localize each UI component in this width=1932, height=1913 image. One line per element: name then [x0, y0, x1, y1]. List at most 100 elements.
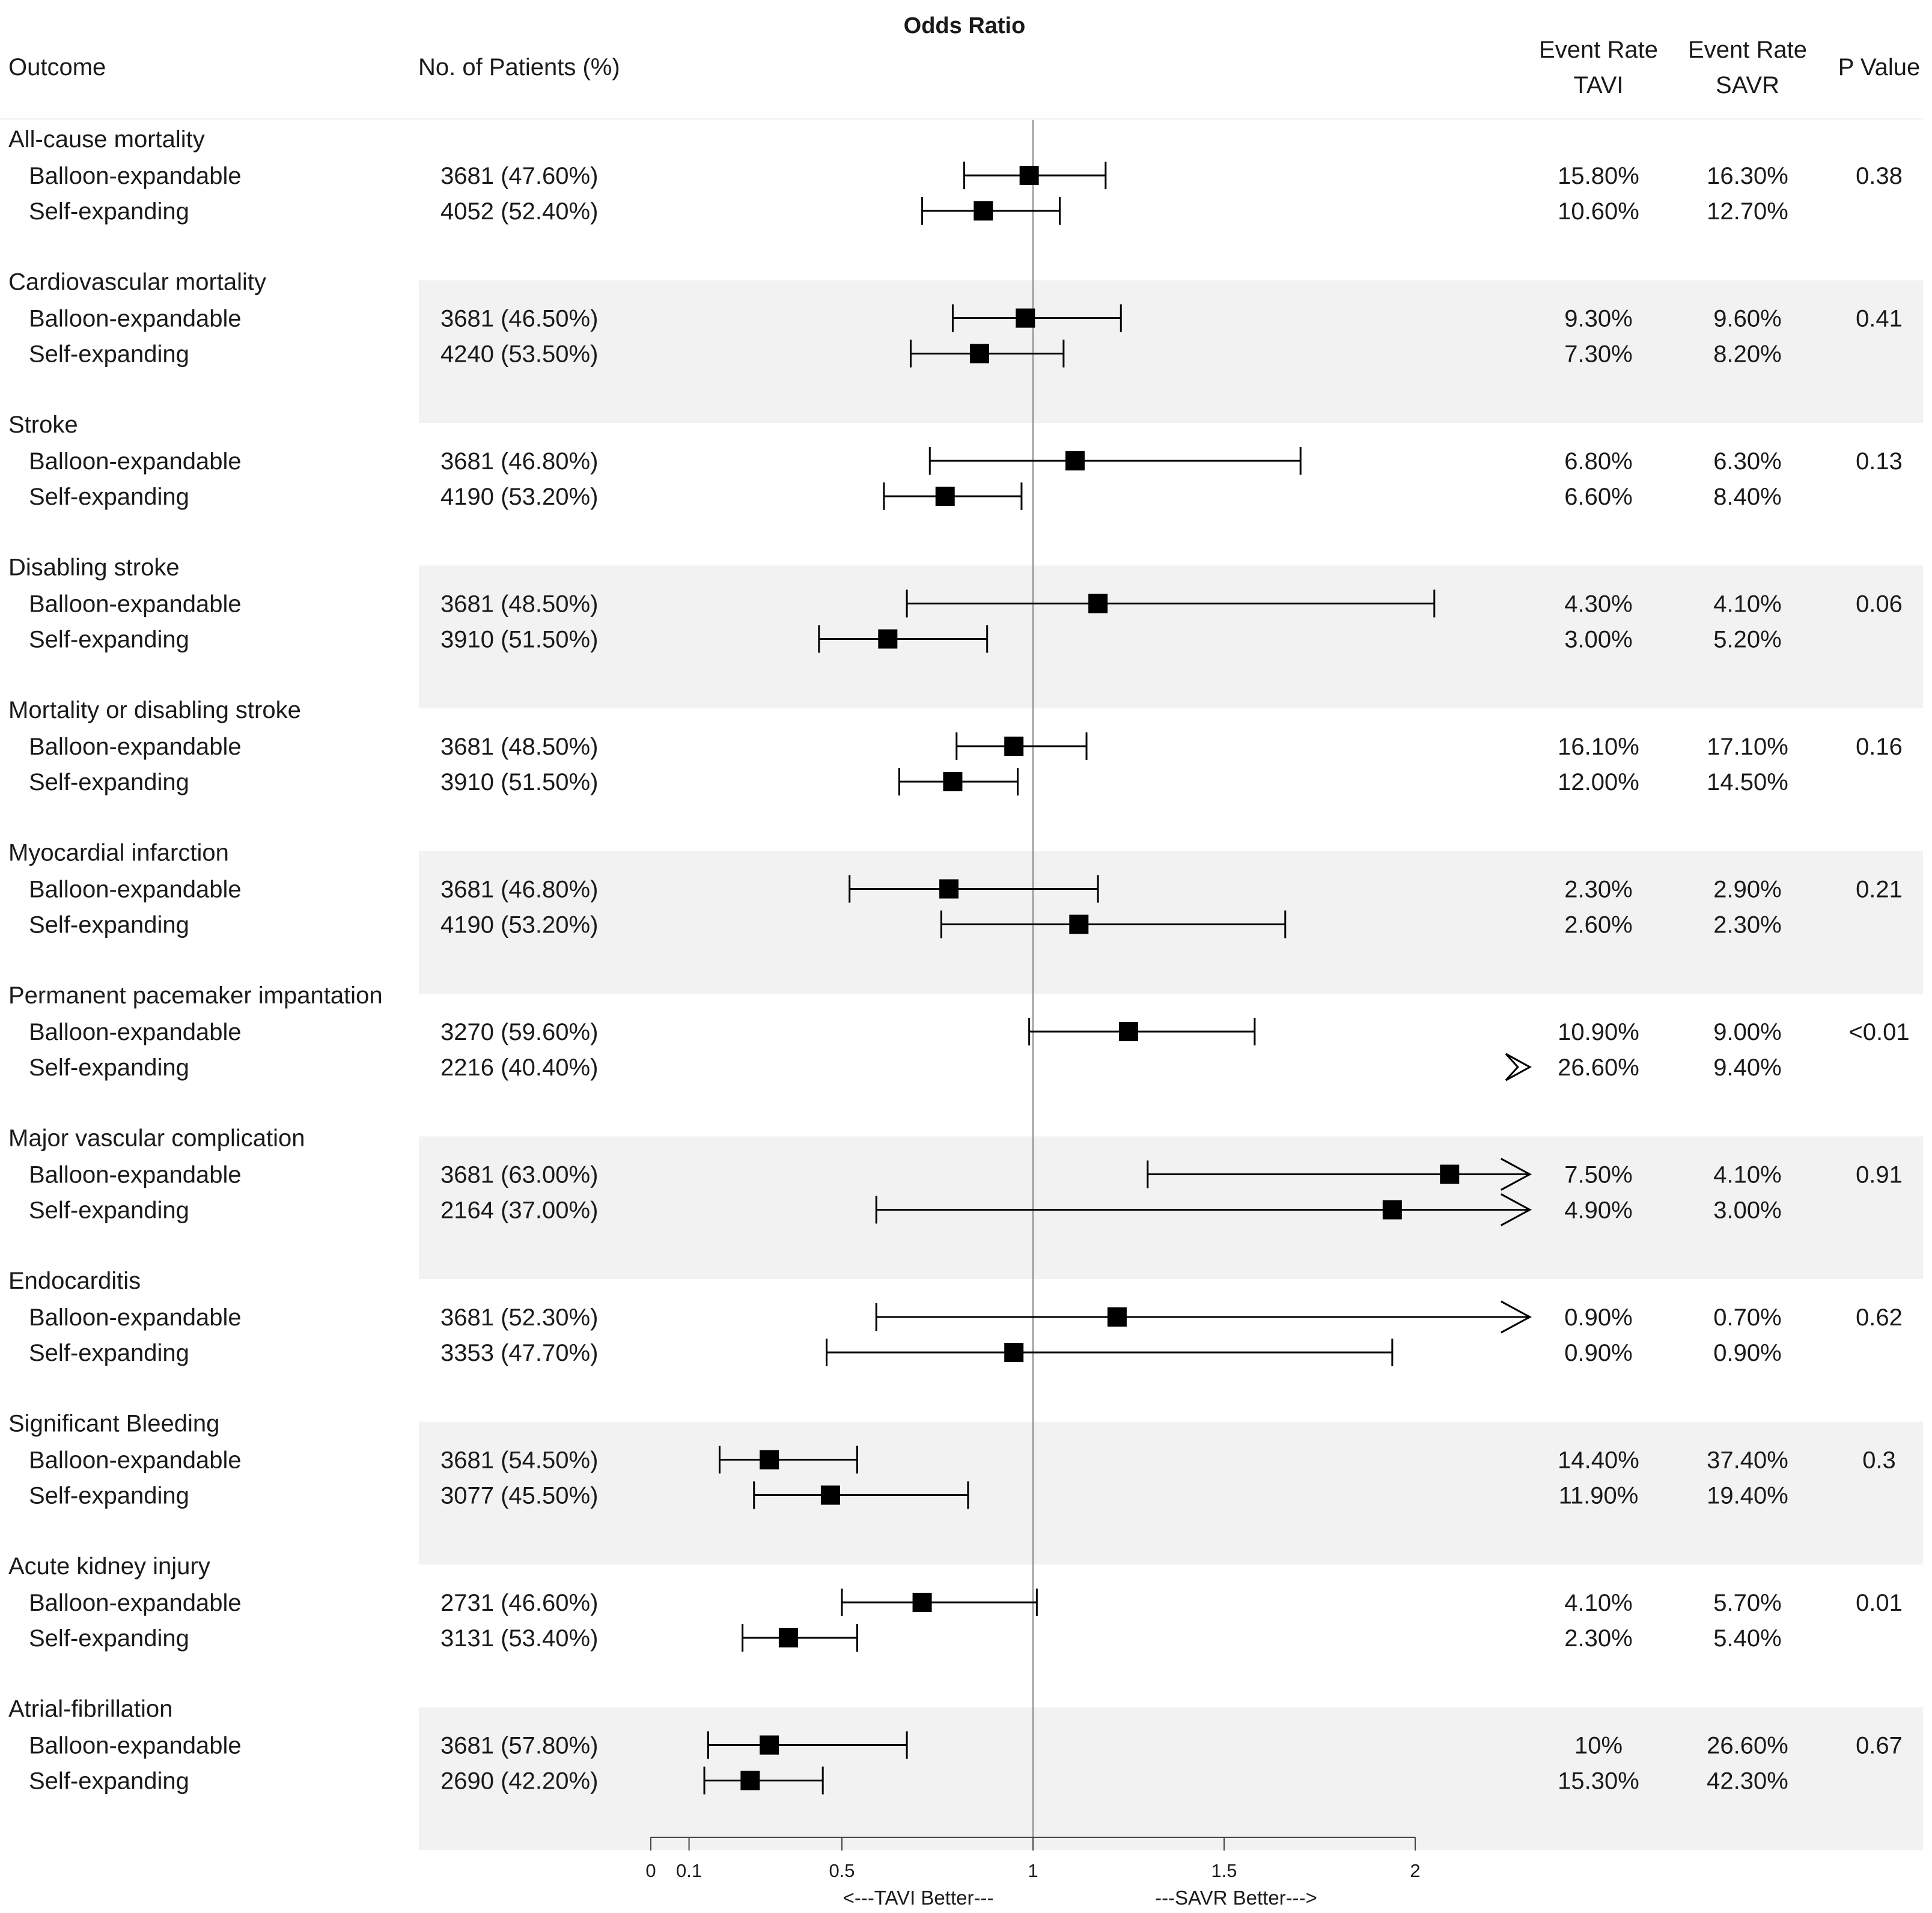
valve-type-label: Self-expanding [29, 1197, 189, 1224]
valve-type-label: Self-expanding [29, 912, 189, 938]
header-patients: No. of Patients (%) [418, 54, 620, 81]
point-estimate [1016, 308, 1035, 328]
patient-count: 3681 (63.00%) [440, 1162, 598, 1188]
valve-type-label: Balloon-expandable [29, 448, 242, 475]
patient-count: 2690 (42.20%) [440, 1768, 598, 1795]
patient-count: 3681 (47.60%) [440, 163, 598, 189]
patient-count: 3681 (52.30%) [440, 1304, 598, 1331]
p-value: 0.41 [1856, 306, 1903, 332]
event-rate-savr: 2.90% [1713, 877, 1781, 903]
ci-arrow [1501, 1300, 1532, 1334]
x-axis-tick-label: 0.5 [829, 1860, 855, 1881]
outcome-label: Endocarditis [8, 1268, 141, 1294]
event-rate-savr: 37.40% [1707, 1447, 1788, 1474]
event-rate-tavi: 4.10% [1564, 1590, 1632, 1616]
header-outcome: Outcome [8, 54, 106, 81]
patient-count: 3353 (47.70%) [440, 1340, 598, 1366]
patient-count: 3681 (46.80%) [440, 448, 598, 475]
point-estimate [974, 201, 993, 220]
patient-count: 3270 (59.60%) [440, 1019, 598, 1045]
header-event-savr-line1: Event Rate [1688, 37, 1807, 63]
event-rate-savr: 0.90% [1713, 1340, 1781, 1366]
row-bands [419, 280, 1923, 1850]
valve-type-label: Balloon-expandable [29, 1590, 242, 1616]
event-rate-tavi: 14.40% [1558, 1447, 1639, 1474]
event-rate-savr: 0.70% [1713, 1304, 1781, 1331]
event-rate-tavi: 11.90% [1559, 1483, 1639, 1509]
point-estimate [1019, 166, 1039, 185]
row-band [419, 851, 1923, 994]
valve-type-label: Self-expanding [29, 1483, 189, 1509]
valve-type-label: Self-expanding [29, 1340, 189, 1366]
event-rate-tavi: 26.60% [1558, 1054, 1639, 1081]
valve-type-label: Self-expanding [29, 627, 189, 653]
valve-type-label: Balloon-expandable [29, 1162, 242, 1188]
x-axis-tick-label: 0.1 [676, 1860, 702, 1881]
patient-count: 3681 (57.80%) [440, 1733, 598, 1759]
savr-better-label: ---SAVR Better---> [1155, 1887, 1317, 1909]
valve-type-label: Self-expanding [29, 1625, 189, 1652]
event-rate-tavi: 10.90% [1558, 1019, 1639, 1045]
header-event-tavi-line2: TAVI [1574, 72, 1624, 99]
event-rate-tavi: 4.30% [1564, 591, 1632, 618]
valve-type-label: Self-expanding [29, 1768, 189, 1795]
point-estimate [1004, 737, 1024, 756]
ci-arrow [1501, 1158, 1532, 1191]
event-rate-savr: 9.00% [1713, 1019, 1781, 1045]
x-axis-tick-label: 2 [1410, 1860, 1420, 1881]
off-scale-arrow [1505, 1053, 1532, 1081]
point-estimate [1107, 1307, 1127, 1327]
valve-type-label: Self-expanding [29, 341, 189, 368]
outcome-label: Significant Bleeding [8, 1411, 219, 1437]
p-value: 0.38 [1856, 163, 1903, 189]
point-estimate [760, 1735, 779, 1755]
point-estimate [1119, 1022, 1138, 1041]
data-rows: All-cause mortality 0.38 Balloon-expandabl… [8, 126, 1910, 1795]
event-rate-savr: 17.10% [1707, 734, 1788, 760]
patient-count: 3910 (51.50%) [440, 627, 598, 653]
tavi-better-label: <---TAVI Better--- [843, 1887, 994, 1909]
patient-count: 3681 (54.50%) [440, 1447, 598, 1474]
event-rate-savr: 5.40% [1713, 1625, 1781, 1652]
valve-type-label: Balloon-expandable [29, 1733, 242, 1759]
event-rate-tavi: 15.30% [1558, 1768, 1639, 1795]
point-estimate [1382, 1200, 1402, 1220]
row-band [419, 1422, 1923, 1565]
patient-count: 3077 (45.50%) [440, 1483, 598, 1509]
header-p-value: P Value [1838, 54, 1920, 81]
p-value: 0.3 [1862, 1447, 1896, 1474]
p-value: 0.06 [1856, 591, 1903, 618]
event-rate-tavi: 15.80% [1558, 163, 1639, 189]
patient-count: 3681 (46.80%) [440, 877, 598, 903]
event-rate-tavi: 2.30% [1564, 1625, 1632, 1652]
patient-count: 4052 (52.40%) [440, 198, 598, 225]
p-value: 0.16 [1856, 734, 1903, 760]
p-value: 0.62 [1856, 1304, 1903, 1331]
event-rate-tavi: 6.80% [1564, 448, 1632, 475]
event-rate-tavi: 2.30% [1564, 877, 1632, 903]
patient-count: 4190 (53.20%) [440, 484, 598, 510]
event-rate-savr: 4.10% [1713, 591, 1781, 618]
event-rate-tavi: 10% [1574, 1733, 1623, 1759]
outcome-label: Disabling stroke [8, 555, 180, 581]
patient-count: 2216 (40.40%) [440, 1054, 598, 1081]
event-rate-tavi: 2.60% [1564, 912, 1632, 938]
event-rate-savr: 42.30% [1707, 1768, 1788, 1795]
x-axis: 0 0.1 0.5 1 1.5 2 [645, 1837, 1421, 1881]
event-rate-tavi: 16.10% [1558, 734, 1639, 760]
event-rate-savr: 26.60% [1707, 1733, 1788, 1759]
patient-count: 3681 (46.50%) [440, 306, 598, 332]
valve-type-label: Self-expanding [29, 1054, 189, 1081]
event-rate-savr: 14.50% [1707, 769, 1788, 795]
event-rate-savr: 12.70% [1707, 198, 1788, 225]
point-estimate [912, 1593, 932, 1612]
valve-type-label: Self-expanding [29, 198, 189, 225]
point-estimate [943, 772, 963, 791]
event-rate-savr: 4.10% [1713, 1162, 1781, 1188]
point-estimate [1065, 451, 1085, 470]
valve-type-label: Balloon-expandable [29, 163, 242, 189]
event-rate-savr: 8.20% [1713, 341, 1781, 368]
patient-count: 2731 (46.60%) [440, 1590, 598, 1616]
event-rate-savr: 6.30% [1713, 448, 1781, 475]
